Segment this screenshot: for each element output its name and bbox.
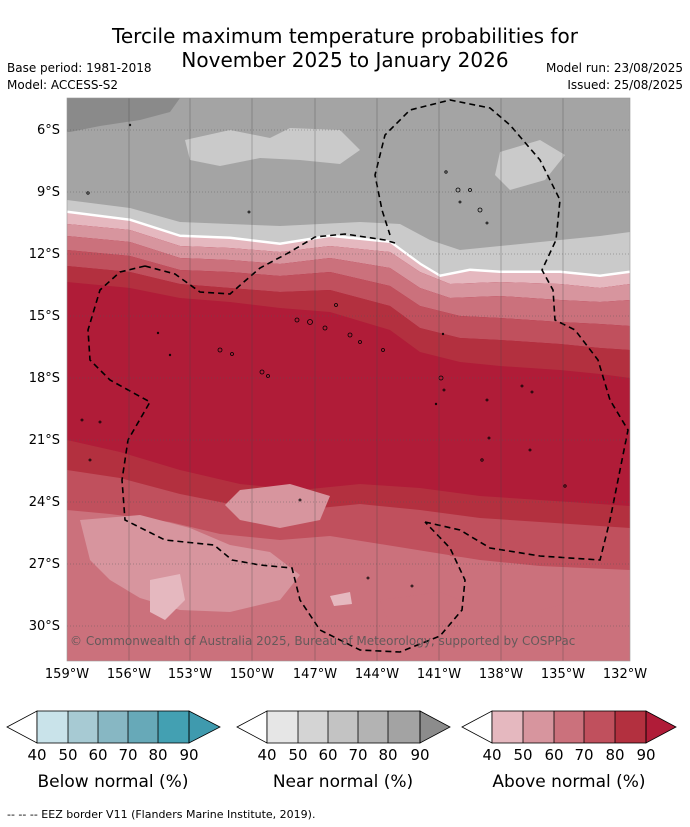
grid-lines: [67, 129, 630, 627]
near-normal-light-patch-north: [185, 128, 360, 166]
above-60-south-patch: [380, 592, 470, 632]
colorbar-above-seg-1: [492, 711, 523, 743]
lat-label: 21°S: [28, 433, 60, 448]
colorbar-above-title: Above normal (%): [492, 772, 646, 792]
colorbar-tick: 40: [482, 746, 502, 764]
colorbar-tick: 60: [88, 746, 108, 764]
above-50-south-patch: [225, 484, 330, 528]
lon-label: 144°W: [354, 667, 400, 682]
colorbar-tick: 50: [58, 746, 78, 764]
colorbar-tick: 70: [574, 746, 594, 764]
lon-label: 135°W: [540, 667, 586, 682]
lat-label: 15°S: [28, 309, 60, 324]
above-50-band: [67, 224, 630, 302]
colorbar-tick: 70: [118, 746, 138, 764]
eez-border-french-polynesia: [374, 99, 629, 561]
colorbar-tick: 80: [605, 746, 625, 764]
transition-white-line: [67, 210, 630, 278]
colorbar-near-seg-1: [267, 711, 298, 743]
colorbar-below-seg-1: [37, 711, 68, 743]
lon-label: 138°W: [478, 667, 524, 682]
colorbar-tick: 60: [544, 746, 564, 764]
colorbar-tick: 80: [148, 746, 168, 764]
colorbar-tick: 90: [179, 746, 199, 764]
colorbar-tick: 70: [348, 746, 368, 764]
colorbar-near-seg-4: [358, 711, 388, 743]
colorbar-near-title: Near normal (%): [272, 772, 414, 792]
colorbar-tick: 80: [378, 746, 398, 764]
base-period: Base period: 1981-2018: [7, 61, 152, 75]
colorbar-tick: 90: [636, 746, 656, 764]
colorbar-below-seg-5: [158, 711, 189, 743]
colorbar-below-seg-4: [128, 711, 158, 743]
colorbar-above-seg-3: [554, 711, 584, 743]
lon-label: 132°W: [602, 667, 648, 682]
issued-date: Issued: 25/08/2025: [567, 78, 683, 92]
lon-label: 150°W: [229, 667, 275, 682]
eez-legend-footnote: -- -- -- EEZ border V11 (Flanders Marine…: [7, 808, 316, 821]
meridian-lines: [128, 98, 564, 661]
map-field: [67, 98, 630, 661]
colorbar-below-seg-2: [68, 711, 98, 743]
map-title-line1: Tercile maximum temperature probabilitie…: [112, 24, 578, 48]
eez-border-cook-north: [144, 233, 396, 295]
model-name: Model: ACCESS-S2: [7, 78, 119, 92]
colorbar-below: [6, 710, 221, 744]
colorbar-above-seg-5: [615, 711, 646, 743]
colorbar-tick: 50: [513, 746, 533, 764]
lat-label: 27°S: [28, 557, 60, 572]
lon-label: 159°W: [44, 667, 90, 682]
lat-label: 9°S: [36, 185, 60, 200]
lon-label: 156°W: [106, 667, 152, 682]
lon-label: 147°W: [292, 667, 338, 682]
copyright-notice: © Commonwealth of Australia 2025, Bureau…: [70, 634, 576, 648]
lat-label: 18°S: [28, 371, 60, 386]
model-run: Model run: 23/08/2025: [545, 61, 683, 75]
colorbar-tick: 90: [410, 746, 430, 764]
lat-label: 12°S: [28, 247, 60, 262]
eez-borders: [87, 99, 629, 653]
lat-label: 30°S: [28, 619, 60, 634]
eez-border-cook-islands: [87, 265, 466, 653]
above-60-ne-patch: [540, 600, 600, 630]
colorbar-near: [236, 710, 451, 744]
lon-label: 141°W: [416, 667, 462, 682]
map-frame: [66, 97, 631, 662]
above-80-band: [67, 266, 630, 378]
colorbar-below-seg-3: [98, 711, 128, 743]
colorbar-tick: 50: [288, 746, 308, 764]
colorbar-near-seg-5: [388, 711, 420, 743]
colorbar-near-seg-2: [298, 711, 328, 743]
above-40-south-patch: [150, 574, 185, 620]
lat-label: 24°S: [28, 495, 60, 510]
above-40-south-patch-2: [330, 592, 352, 606]
colorbar-tick: 40: [257, 746, 277, 764]
colorbar-above: [461, 710, 677, 744]
islands: [80, 123, 567, 588]
lat-label: 6°S: [36, 123, 60, 138]
lon-label: 153°W: [167, 667, 213, 682]
near-normal-light-patch-ne: [495, 140, 565, 190]
above-60-band: [67, 236, 630, 326]
colorbar-tick: 40: [27, 746, 47, 764]
colorbar-below-title: Below normal (%): [37, 772, 189, 792]
above-40-band: [67, 213, 630, 288]
colorbar-above-seg-2: [523, 711, 554, 743]
colorbar-near-seg-3: [328, 711, 358, 743]
colorbar-above-seg-4: [584, 711, 615, 743]
above-70-band: [67, 250, 630, 350]
colorbar-tick: 60: [318, 746, 338, 764]
near-normal-dark-patch: [67, 98, 180, 132]
near-normal-light-band: [67, 200, 630, 276]
map-title-line2: November 2025 to January 2026: [181, 48, 509, 72]
